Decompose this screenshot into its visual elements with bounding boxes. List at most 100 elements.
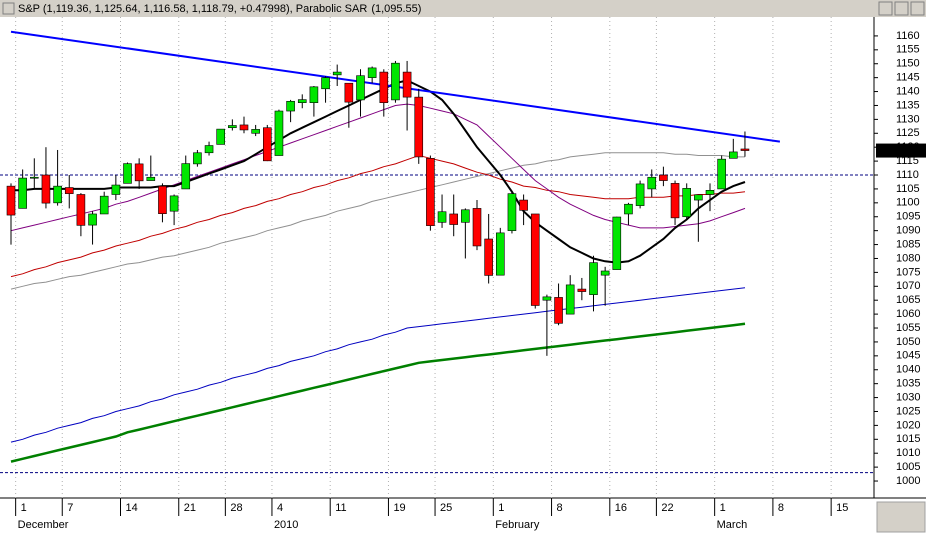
candle-body bbox=[76, 194, 86, 226]
close-button[interactable] bbox=[910, 1, 925, 16]
candle-body bbox=[204, 145, 214, 154]
last-price-box bbox=[876, 143, 926, 158]
y-tick-label: 1065 bbox=[896, 294, 920, 306]
candle-body bbox=[740, 148, 750, 151]
scroll-box[interactable] bbox=[876, 501, 926, 533]
candle-body bbox=[356, 75, 365, 101]
candle-body bbox=[111, 184, 121, 195]
candle-body bbox=[728, 151, 738, 159]
candle-body bbox=[449, 213, 459, 225]
candle-body bbox=[262, 127, 272, 162]
y-tick-label: 1000 bbox=[896, 475, 920, 487]
candle-body bbox=[99, 195, 109, 215]
y-tick-label: 1025 bbox=[896, 405, 920, 417]
candle-body bbox=[402, 71, 412, 98]
y-tick-label: 1100 bbox=[896, 197, 920, 209]
candle-body bbox=[612, 216, 622, 270]
x-tick-label: 11 bbox=[335, 502, 346, 514]
candle-body bbox=[29, 176, 39, 179]
y-tick-label: 1010 bbox=[896, 447, 920, 459]
x-tick-label: 22 bbox=[661, 502, 673, 514]
y-tick-label: 1030 bbox=[896, 391, 920, 403]
title-bar bbox=[0, 0, 926, 17]
candle-body bbox=[169, 195, 179, 212]
candle-body bbox=[635, 183, 645, 206]
y-tick-label: 1085 bbox=[896, 238, 920, 250]
candle-body bbox=[694, 194, 703, 201]
candle-body bbox=[391, 62, 400, 101]
candle-body bbox=[228, 125, 237, 129]
moving-average bbox=[10, 154, 746, 278]
y-tick-label: 1135 bbox=[896, 99, 920, 111]
moving-average bbox=[11, 79, 746, 264]
x-tick-label: 28 bbox=[230, 502, 242, 514]
y-tick-label: 1105 bbox=[896, 183, 920, 195]
y-tick-label: 1020 bbox=[896, 419, 920, 431]
candle-body bbox=[297, 99, 307, 103]
candle-body bbox=[367, 67, 377, 78]
candle-body bbox=[332, 71, 342, 76]
y-tick-label: 1060 bbox=[896, 308, 920, 320]
x-tick-label: 1 bbox=[720, 502, 726, 514]
candle-body bbox=[6, 185, 16, 216]
maximize-button[interactable] bbox=[894, 1, 909, 16]
x-tick-label: 1 bbox=[498, 502, 504, 514]
x-tick-label: 8 bbox=[557, 502, 563, 514]
y-tick-label: 1110 bbox=[896, 169, 919, 181]
candle-body bbox=[193, 152, 202, 165]
x-tick-label: 4 bbox=[277, 502, 283, 514]
x-tick-label: 21 bbox=[184, 502, 196, 514]
x-tick-label: 1 bbox=[21, 502, 27, 514]
indicator-value: (1,095.55) bbox=[371, 3, 421, 15]
x-tick-label: 7 bbox=[67, 502, 73, 514]
chart-title: S&P (1,119.36, 1,125.64, 1,116.58, 1,118… bbox=[18, 3, 367, 15]
candle-body bbox=[216, 128, 225, 145]
candle-body bbox=[18, 177, 27, 209]
y-tick-label: 1080 bbox=[896, 252, 920, 264]
candle-body bbox=[589, 262, 598, 295]
candle-body bbox=[577, 288, 587, 292]
x-tick-label: 14 bbox=[126, 502, 138, 514]
candle-body bbox=[670, 183, 680, 219]
moving-average bbox=[10, 152, 745, 290]
candle-body bbox=[123, 163, 132, 184]
candle-body bbox=[461, 209, 470, 223]
candle-body bbox=[507, 193, 517, 231]
moving-average bbox=[10, 103, 746, 232]
candle-body bbox=[519, 199, 528, 211]
x-group-label: December bbox=[18, 519, 69, 531]
candle-body bbox=[251, 129, 260, 134]
moving-average bbox=[10, 322, 746, 463]
restore-button[interactable] bbox=[878, 1, 893, 16]
candle-body bbox=[41, 174, 51, 204]
y-tick-label: 1045 bbox=[896, 350, 920, 362]
candle-body bbox=[542, 296, 552, 301]
x-tick-label: 8 bbox=[778, 502, 784, 514]
x-group-label: March bbox=[717, 519, 748, 531]
x-group-label: February bbox=[495, 519, 540, 531]
y-tick-label: 1055 bbox=[896, 322, 920, 334]
candle-body bbox=[379, 71, 389, 103]
candle-body bbox=[158, 185, 167, 214]
candle-body bbox=[530, 213, 540, 306]
y-tick-label: 1015 bbox=[896, 433, 920, 445]
candle-body bbox=[647, 176, 657, 190]
last-price-label: 1118.790 bbox=[878, 144, 922, 156]
y-tick-label: 1115 bbox=[896, 155, 919, 167]
chart-icon[interactable] bbox=[2, 2, 15, 15]
candle-body bbox=[495, 232, 505, 276]
candle-body bbox=[286, 100, 295, 112]
y-tick-label: 1150 bbox=[896, 58, 920, 70]
y-tick-label: 1040 bbox=[896, 364, 920, 376]
y-tick-label: 1035 bbox=[896, 378, 920, 390]
y-tick-label: 1140 bbox=[896, 85, 920, 97]
candle-body bbox=[274, 110, 284, 156]
candle-body bbox=[682, 188, 692, 218]
candle-body bbox=[146, 176, 156, 181]
y-tick-label: 1075 bbox=[896, 266, 920, 278]
candle-body bbox=[321, 77, 330, 90]
x-tick-label: 15 bbox=[836, 502, 848, 514]
